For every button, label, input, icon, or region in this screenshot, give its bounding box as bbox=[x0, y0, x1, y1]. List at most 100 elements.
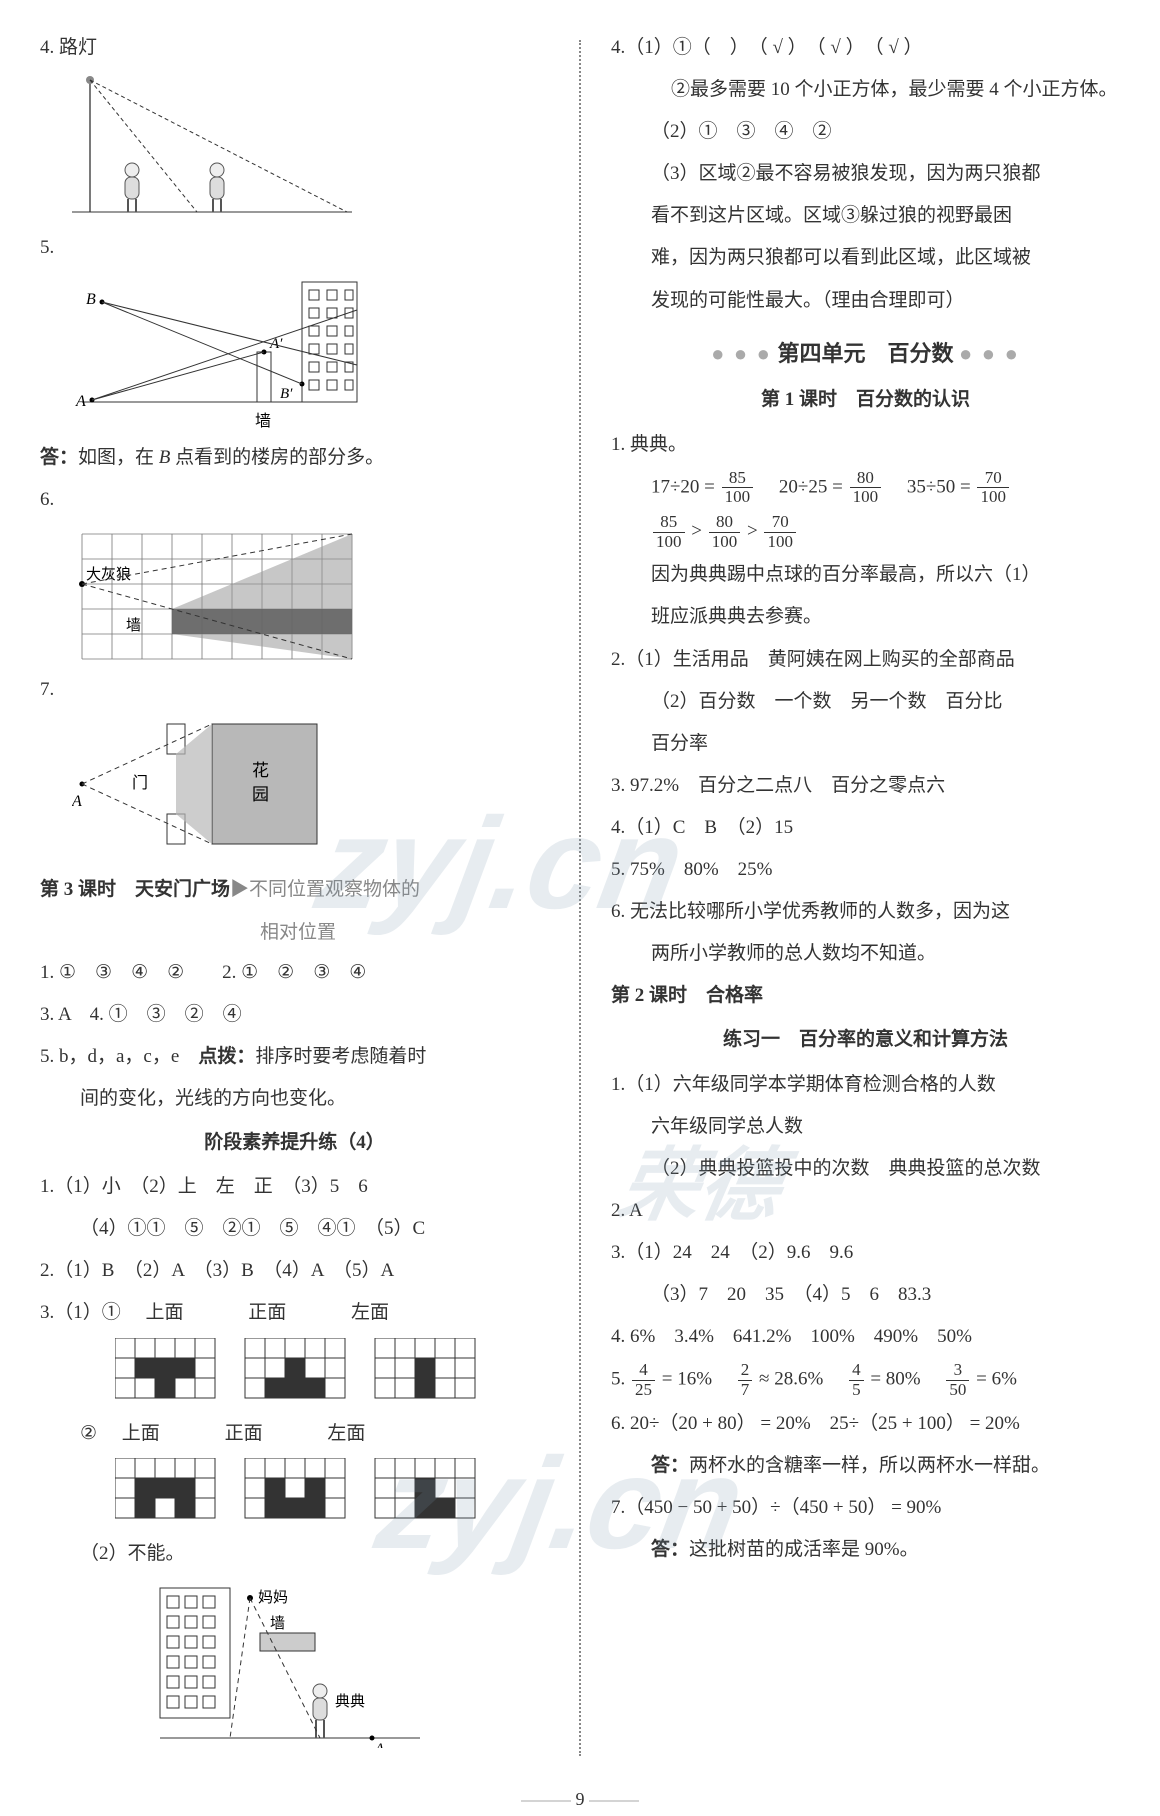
q6-diagram: 大灰狼 墙 bbox=[72, 524, 549, 664]
unit-title: ● ● ● 第四单元 百分数 ● ● ● bbox=[611, 333, 1120, 375]
svg-text:妈妈: 妈妈 bbox=[258, 1589, 288, 1606]
s-q3a: 3.（1）① 上面 正面 左面 bbox=[40, 1295, 549, 1331]
u1-q6b: 两所小学教师的总人数均不知道。 bbox=[611, 936, 1120, 972]
s-q3-front2: 正面 bbox=[225, 1423, 263, 1444]
p1-q7a: 7.（450 − 50 + 50）÷（450 + 50） = 90% bbox=[611, 1490, 1120, 1526]
s-q3a-text: 3.（1）① bbox=[40, 1302, 121, 1323]
s-q3-2-text: ② bbox=[80, 1423, 97, 1444]
l3-q5b: 点拨： bbox=[198, 1046, 255, 1067]
svg-text:墙: 墙 bbox=[255, 412, 271, 430]
bottom-diagram: 妈妈 墙 典典 A bbox=[150, 1578, 549, 1748]
l3-q1: 1. ① ③ ④ ② 2. ① ② ③ ④ bbox=[40, 955, 549, 991]
p1-q5-pre: 5. bbox=[611, 1369, 630, 1390]
right-column: 4.（1）①（ ） （ √ ） （ √ ） （ √ ） ②最多需要 10 个小正… bbox=[611, 30, 1120, 1756]
s-q3-top2: 上面 bbox=[122, 1423, 160, 1444]
frac: 45 bbox=[849, 1361, 864, 1399]
u1-q1b: 17÷20 = 85100 20÷25 = 80100 35÷50 = 7010… bbox=[611, 469, 1120, 507]
lesson2-heading: 第 2 课时 合格率 bbox=[611, 978, 1120, 1014]
svg-text:墙: 墙 bbox=[270, 1615, 285, 1632]
frac: 425 bbox=[632, 1361, 655, 1399]
lesson3-a: 第 3 课时 天安门广场 bbox=[40, 879, 230, 900]
q5-answer: 答：如图，在 B 点看到的楼房的部分多。 bbox=[40, 440, 549, 476]
q4-diagram bbox=[72, 72, 549, 222]
dots-right: ● ● ● bbox=[959, 341, 1020, 366]
r-q4e: 看不到这片区域。区域③躲过狼的视野最困 bbox=[611, 198, 1120, 234]
p1-q7b-text: 这批树苗的成活率是 90%。 bbox=[689, 1539, 919, 1560]
page-num-text: 9 bbox=[576, 1789, 585, 1809]
q4-label: 4. 路灯 bbox=[40, 30, 549, 66]
q5-label: 5. bbox=[40, 230, 549, 266]
r-q4a: 4.（1）①（ ） （ √ ） （ √ ） （ √ ） bbox=[611, 30, 1120, 66]
eq2-pre: 20÷25 = bbox=[760, 476, 843, 497]
u1-q4: 4.（1）C B （2）15 bbox=[611, 810, 1120, 846]
s-q3-grid2 bbox=[115, 1458, 549, 1528]
svg-text:花: 花 bbox=[252, 761, 269, 780]
svg-text:墙: 墙 bbox=[126, 617, 141, 634]
u1-q1a: 1. 典典。 bbox=[611, 427, 1120, 463]
answer-label: 答： bbox=[40, 447, 78, 468]
svg-text:A: A bbox=[374, 1741, 385, 1748]
page-number: 9 bbox=[0, 1782, 1160, 1816]
p1-q5: 5. 425 = 16% 27 ≈ 28.6% 45 = 80% 350 = 6… bbox=[611, 1361, 1120, 1399]
lesson3-b: ▶不同位置观察物体的 bbox=[230, 879, 420, 900]
svg-text:B′: B′ bbox=[280, 386, 293, 402]
svg-text:大灰狼: 大灰狼 bbox=[86, 566, 131, 583]
u1-q2a: 2.（1）生活用品 黄阿姨在网上购买的全部商品 bbox=[611, 642, 1120, 678]
s-q3-2-label: ② 上面 正面 左面 bbox=[40, 1416, 549, 1452]
p1-q1c: （2）典典投篮投中的次数 典典投篮的总次数 bbox=[611, 1151, 1120, 1187]
p1-q5-e3: = 80% bbox=[870, 1369, 939, 1390]
q5-diagram: 墙 A B A′ B′ bbox=[72, 272, 549, 432]
gt1: > bbox=[691, 521, 706, 542]
u1-q6a: 6. 无法比较哪所小学优秀教师的人数多，因为这 bbox=[611, 894, 1120, 930]
l3-q3: 3. A 4. ① ③ ② ④ bbox=[40, 997, 549, 1033]
p1-q3a: 3.（1）24 24 （2）9.6 9.6 bbox=[611, 1235, 1120, 1271]
l3-q5: 5. b，d，a，c，e 点拨：排序时要考虑随着时 bbox=[40, 1039, 549, 1075]
column-divider bbox=[579, 40, 581, 1756]
p1-q1b: 六年级同学总人数 bbox=[611, 1109, 1120, 1145]
p1-q6a: 6. 20÷（20 + 80） = 20% 25÷（25 + 100） = 20… bbox=[611, 1406, 1120, 1442]
s-q3-top: 上面 bbox=[146, 1302, 184, 1323]
p1-q6b: 答：两杯水的含糖率一样，所以两杯水一样甜。 bbox=[611, 1448, 1120, 1484]
s-q2: 2.（1）B （2）A （3）B （4）A （5）A bbox=[40, 1253, 549, 1289]
dots-left: ● ● ● bbox=[711, 341, 772, 366]
u1-q5: 5. 75% 80% 25% bbox=[611, 852, 1120, 888]
svg-text:A: A bbox=[75, 393, 86, 410]
frac: 80100 bbox=[709, 513, 741, 551]
u1-q1d: 因为典典踢中点球的百分率最高，所以六（1） bbox=[611, 557, 1120, 593]
eq1-pre: 17÷20 = bbox=[651, 476, 715, 497]
frac: 85100 bbox=[722, 469, 754, 507]
s-q1a: 1.（1）小 （2）上 左 正 （3）5 6 bbox=[40, 1169, 549, 1205]
u1-q2c: 百分率 bbox=[611, 726, 1120, 762]
answer-label: 答： bbox=[651, 1455, 689, 1476]
s-q3-left2: 左面 bbox=[327, 1423, 365, 1444]
s-q3b: （2）不能。 bbox=[40, 1536, 549, 1572]
p1-q5-e2: ≈ 28.6% bbox=[759, 1369, 842, 1390]
u1-q2b: （2）百分数 一个数 另一个数 百分比 bbox=[611, 684, 1120, 720]
r-q4b: ②最多需要 10 个小正方体，最少需要 4 个小正方体。 bbox=[611, 72, 1120, 108]
r-q4d: （3）区域②最不容易被狼发现，因为两只狼都 bbox=[611, 156, 1120, 192]
left-column: 4. 路灯 bbox=[40, 30, 549, 1756]
frac: 27 bbox=[738, 1361, 753, 1399]
svg-text:园: 园 bbox=[252, 785, 269, 804]
q6-label: 6. bbox=[40, 482, 549, 518]
q5-answer-text: 如图，在 B 点看到的楼房的部分多。 bbox=[78, 447, 384, 468]
p1-q1a: 1.（1）六年级同学本学期体育检测合格的人数 bbox=[611, 1067, 1120, 1103]
unit-text: 第四单元 百分数 bbox=[777, 341, 953, 366]
p1-q7b: 答：这批树苗的成活率是 90%。 bbox=[611, 1532, 1120, 1568]
svg-text:B: B bbox=[86, 291, 96, 308]
l3-q5c: 排序时要考虑随着时 bbox=[255, 1046, 426, 1067]
q7-label: 7. bbox=[40, 672, 549, 708]
frac: 70100 bbox=[764, 513, 796, 551]
frac: 350 bbox=[946, 1361, 969, 1399]
svg-text:门: 门 bbox=[132, 774, 148, 792]
u1-q3: 3. 97.2% 百分之二点八 百分之零点六 bbox=[611, 768, 1120, 804]
u1-q1c: 85100 > 80100 > 70100 bbox=[611, 513, 1120, 551]
r-q4g: 发现的可能性最大。（理由合理即可） bbox=[611, 283, 1120, 319]
frac: 80100 bbox=[850, 469, 882, 507]
frac: 85100 bbox=[653, 513, 685, 551]
answer-label: 答： bbox=[651, 1539, 689, 1560]
p1-q6b-text: 两杯水的含糖率一样，所以两杯水一样甜。 bbox=[689, 1455, 1050, 1476]
u1-q1e: 班应派典典去参赛。 bbox=[611, 599, 1120, 635]
svg-text:A: A bbox=[72, 793, 82, 810]
gt2: > bbox=[747, 521, 762, 542]
